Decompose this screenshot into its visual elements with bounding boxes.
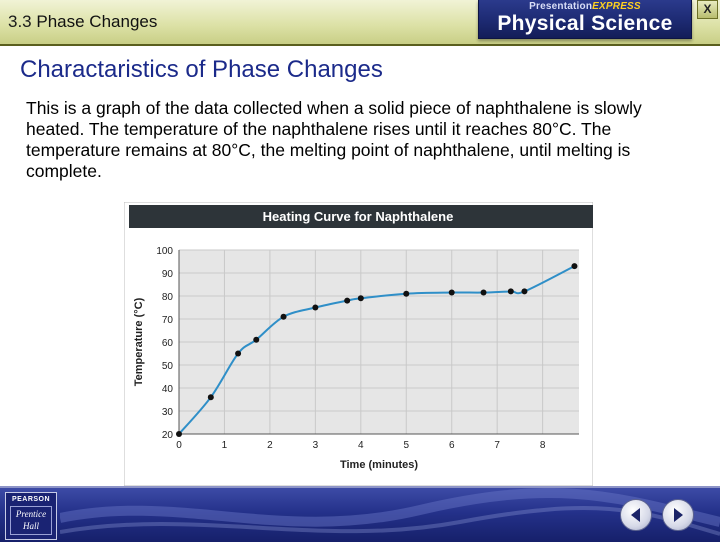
chevron-left-icon [631, 508, 640, 522]
chevron-right-icon [674, 508, 683, 522]
slide-body-text: This is a graph of the data collected wh… [26, 98, 642, 181]
y-axis-label: Temperature (°C) [133, 297, 145, 386]
section-number: 3.3 [8, 12, 32, 31]
data-point [235, 350, 242, 357]
data-point [480, 289, 487, 296]
x-tick-label: 6 [449, 440, 455, 451]
x-tick-label: 3 [313, 440, 319, 451]
chart-title-bar [129, 205, 593, 228]
x-tick-label: 0 [176, 440, 182, 451]
brand-top: PresentationEXPRESS [529, 1, 641, 12]
data-point [448, 289, 455, 296]
imprint-name: Prentice Hall [10, 506, 52, 535]
brand-main: Physical Science [497, 12, 673, 35]
data-point [207, 394, 214, 401]
x-tick-label: 7 [494, 440, 500, 451]
data-point [253, 336, 260, 343]
data-point [176, 431, 182, 437]
slide-title: Charactaristics of Phase Changes [20, 56, 383, 83]
chart-plot: 20 30 40 50 60 70 80 90 100 0 1 2 3 4 5 6 7 8 Time (minute… [133, 246, 579, 471]
y-tick-label: 60 [162, 338, 174, 349]
heating-curve-chart: Heating Curve for Naphthalene 20 30 40 50 60… [123, 201, 594, 487]
next-slide-button[interactable] [662, 499, 694, 531]
section-title: Phase Changes [36, 12, 158, 31]
y-tick-label: 100 [156, 246, 173, 257]
section-label: 3.3 Phase Changes [8, 12, 157, 32]
x-axis-label: Time (minutes) [340, 459, 418, 471]
y-tick-label: 20 [162, 430, 174, 441]
data-point [344, 297, 351, 304]
y-tick-label: 40 [162, 384, 174, 395]
close-button[interactable]: X [697, 0, 718, 19]
data-point [521, 288, 528, 295]
x-tick-label: 2 [267, 440, 273, 451]
pearson-logo: PEARSON Prentice Hall [5, 492, 57, 540]
data-point [571, 263, 578, 270]
data-point [312, 304, 319, 311]
x-tick-label: 5 [403, 440, 409, 451]
y-tick-label: 30 [162, 407, 174, 418]
x-tick-label: 4 [358, 440, 364, 451]
data-point [403, 290, 410, 297]
y-tick-label: 90 [162, 269, 174, 280]
previous-slide-button[interactable] [620, 499, 652, 531]
y-tick-label: 50 [162, 361, 174, 372]
publisher-name: PEARSON [11, 496, 51, 503]
chart-title: Heating Curve for Naphthalene [263, 209, 454, 224]
y-tick-label: 70 [162, 315, 174, 326]
y-tick-label: 80 [162, 292, 174, 303]
footer-bar: PEARSON Prentice Hall [0, 486, 720, 542]
x-tick-label: 1 [222, 440, 228, 451]
data-point [507, 288, 514, 295]
presentation-express-logo: PresentationEXPRESS Physical Science [478, 0, 692, 39]
x-tick-label: 8 [540, 440, 546, 451]
chart-svg: Heating Curve for Naphthalene 2030405060… [123, 201, 594, 487]
data-point [357, 295, 364, 302]
data-point [280, 313, 287, 320]
header-bar: 3.3 Phase Changes PresentationEXPRESS Ph… [0, 0, 720, 46]
